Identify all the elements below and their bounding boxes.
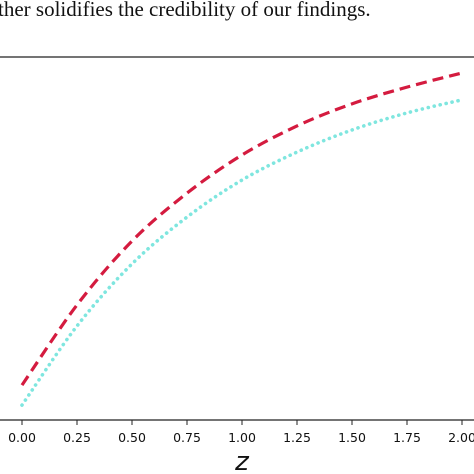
- x-tick-label: 2.00: [448, 430, 474, 445]
- series-line: [20, 98, 464, 407]
- x-tick-label: 0.00: [8, 430, 36, 445]
- x-axis-label: z: [234, 447, 250, 474]
- x-tick-label: 1.25: [283, 430, 311, 445]
- x-tick-label: 1.75: [393, 430, 421, 445]
- x-tick-label: 0.75: [173, 430, 201, 445]
- series-line: [20, 71, 463, 387]
- x-tick-label: 0.25: [63, 430, 91, 445]
- x-tick-label: 1.50: [338, 430, 366, 445]
- caption-text: ther solidifies the credibility of our f…: [0, 0, 371, 21]
- x-tick-label: 0.50: [118, 430, 146, 445]
- x-tick-label: 1.00: [228, 430, 256, 445]
